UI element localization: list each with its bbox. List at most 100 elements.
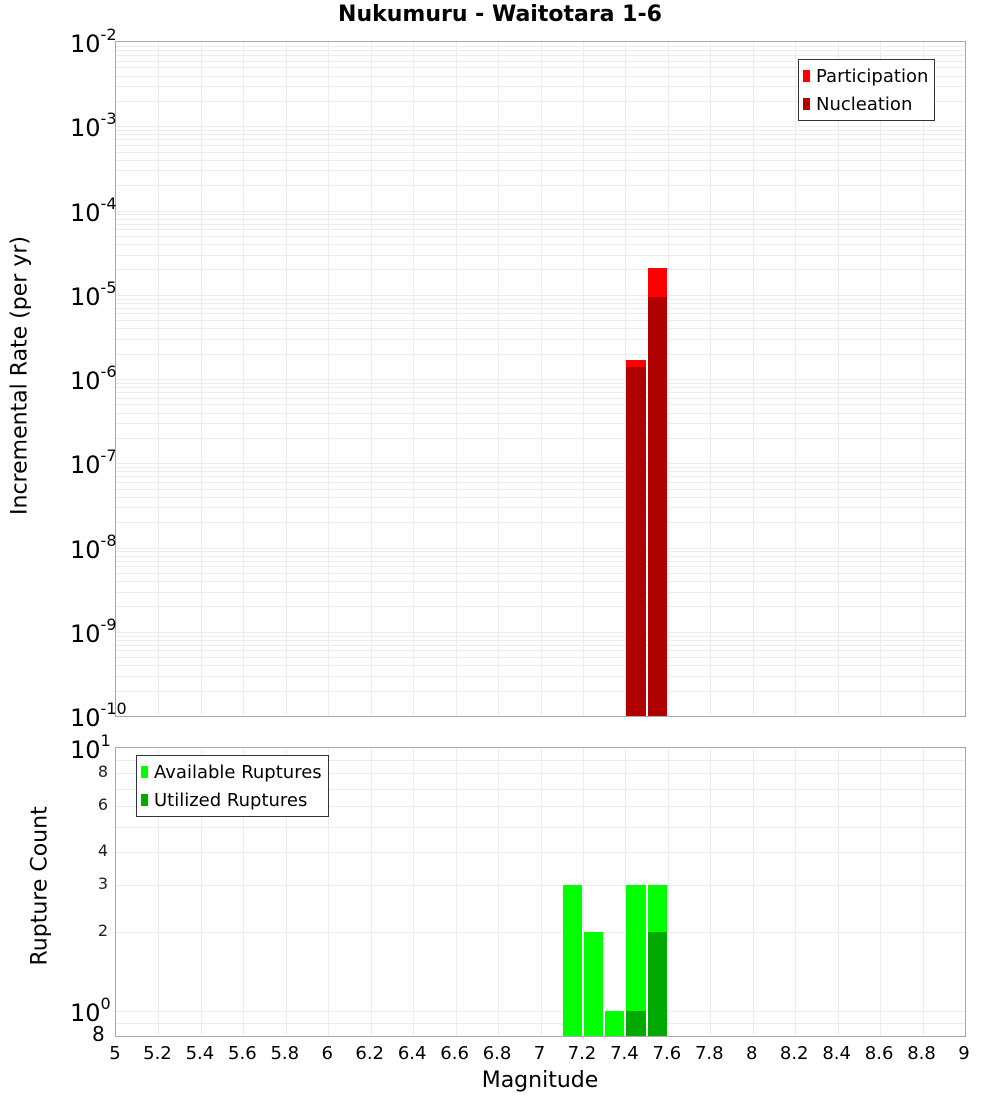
utilized-bar (626, 1011, 645, 1036)
y-tick-label: 10-7 (70, 446, 117, 479)
gridline (116, 827, 965, 828)
y-tick-label: 10-9 (70, 615, 117, 648)
gridline (116, 471, 965, 472)
gridline (116, 145, 965, 146)
gridline (116, 383, 965, 384)
bottom-y-axis-label: Rupture Count (28, 816, 53, 966)
nucleation-bar (648, 297, 667, 716)
gridline (116, 556, 965, 557)
gridline (456, 748, 457, 1036)
y-tick-label: 10-4 (70, 194, 117, 227)
gridline (116, 645, 965, 646)
available-swatch-icon (141, 766, 148, 778)
available-bar (563, 885, 582, 1036)
gridline (753, 748, 754, 1036)
gridline (116, 852, 965, 853)
gridline (116, 185, 965, 186)
gridline (413, 748, 414, 1036)
gridline (116, 295, 965, 296)
gridline (116, 387, 965, 388)
y-tick-label: 2 (78, 921, 108, 940)
gridline (116, 551, 965, 552)
gridline (116, 497, 965, 498)
gridline (795, 748, 796, 1036)
gridline (116, 885, 965, 886)
gridline (116, 592, 965, 593)
gridline (116, 1011, 965, 1012)
available-bar (605, 1011, 624, 1036)
y-tick-label: 6 (78, 795, 108, 814)
gridline (498, 748, 499, 1036)
x-tick-label: 5.6 (228, 1043, 257, 1064)
gridline (116, 379, 965, 380)
x-tick-label: 6.4 (398, 1043, 427, 1064)
gridline (838, 748, 839, 1036)
gridline (116, 160, 965, 161)
bottom-legend: Available Ruptures Utilized Ruptures (136, 755, 329, 817)
gridline (116, 640, 965, 641)
utilized-swatch-icon (141, 794, 148, 806)
legend-item-nucleation: Nucleation (803, 90, 928, 118)
gridline (116, 214, 965, 215)
chart-title: Nukumuru - Waitotara 1-6 (0, 2, 1000, 27)
x-tick-label: 6.6 (440, 1043, 469, 1064)
gridline (116, 522, 965, 523)
gridline (116, 224, 965, 225)
x-tick-label: 6.2 (355, 1043, 384, 1064)
top-plot-area (115, 41, 966, 717)
gridline (116, 269, 965, 270)
gridline (116, 308, 965, 309)
gridline (116, 561, 965, 562)
gridline (116, 566, 965, 567)
top-legend: Participation Nucleation (798, 59, 935, 121)
y-tick-label: 10-10 (70, 699, 127, 732)
gridline (116, 134, 965, 135)
x-tick-label: 7.6 (653, 1043, 682, 1064)
legend-item-participation: Participation (803, 62, 928, 90)
x-tick-label: 5.2 (143, 1043, 172, 1064)
gridline (116, 398, 965, 399)
gridline (116, 320, 965, 321)
gridline (116, 55, 965, 56)
gridline (116, 438, 965, 439)
nucleation-bar (626, 367, 645, 716)
y-tick-label: 10-6 (70, 362, 117, 395)
y-tick-label: 4 (78, 841, 108, 860)
gridline (116, 126, 965, 127)
y-tick-label: 10-3 (70, 109, 117, 142)
gridline (116, 423, 965, 424)
gridline (116, 482, 965, 483)
gridline (710, 748, 711, 1036)
y-tick-label: 10-5 (70, 278, 117, 311)
gridline (116, 413, 965, 414)
gridline (116, 130, 965, 131)
nucleation-swatch-icon (803, 98, 810, 110)
gridline (371, 748, 372, 1036)
x-axis-label: Magnitude (0, 1068, 1000, 1093)
gridline (116, 50, 965, 51)
x-tick-label: 8.4 (822, 1043, 851, 1064)
gridline (116, 463, 965, 464)
gridline (116, 404, 965, 405)
utilized-bar (648, 932, 667, 1036)
gridline (116, 303, 965, 304)
gridline (116, 170, 965, 171)
gridline (116, 606, 965, 607)
gridline (116, 313, 965, 314)
gridline (116, 573, 965, 574)
legend-item-utilized: Utilized Ruptures (141, 786, 322, 814)
x-tick-label: 6 (322, 1043, 333, 1064)
gridline (116, 299, 965, 300)
gridline (116, 211, 965, 212)
x-tick-label: 6.8 (483, 1043, 512, 1064)
y-tick-label: 10-2 (70, 25, 117, 58)
y-tick-label: 101 (70, 731, 111, 764)
gridline (116, 676, 965, 677)
gridline (116, 236, 965, 237)
legend-label: Available Ruptures (154, 762, 322, 783)
y-tick-label: 10-8 (70, 531, 117, 564)
gridline (668, 748, 669, 1036)
gridline (116, 229, 965, 230)
x-tick-label: 7.4 (610, 1043, 639, 1064)
gridline (116, 255, 965, 256)
